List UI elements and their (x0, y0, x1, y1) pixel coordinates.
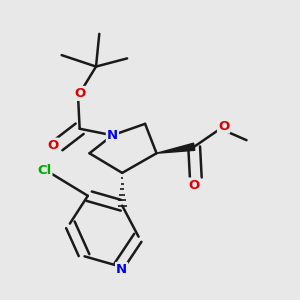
Text: O: O (218, 120, 229, 133)
Polygon shape (157, 143, 195, 153)
Text: Cl: Cl (37, 164, 52, 177)
Text: N: N (116, 263, 127, 276)
Text: O: O (74, 87, 85, 100)
Text: N: N (107, 129, 118, 142)
Text: O: O (47, 139, 58, 152)
Text: O: O (188, 178, 200, 191)
